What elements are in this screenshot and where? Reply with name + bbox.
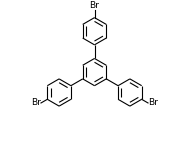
Text: Br: Br <box>148 98 158 107</box>
Text: Br: Br <box>31 98 41 107</box>
Text: Br: Br <box>90 1 99 10</box>
